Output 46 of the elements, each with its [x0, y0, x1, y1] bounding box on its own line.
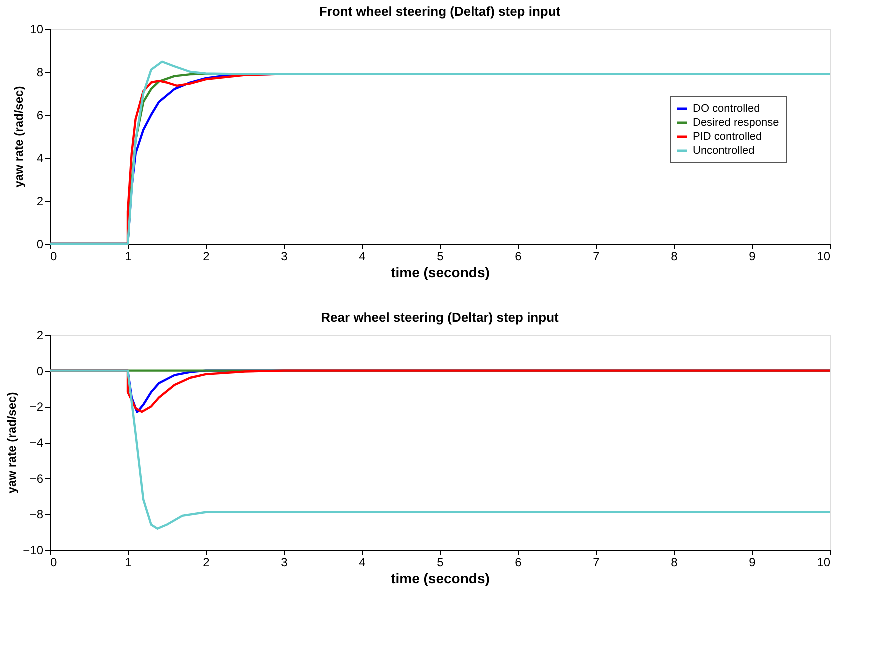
- x-tick-label: 0: [50, 556, 58, 570]
- x-tick-label: 10: [817, 250, 831, 264]
- y-tick-label: 4: [36, 152, 44, 166]
- x-tick-label: 3: [281, 556, 288, 570]
- legend-label: PID controlled: [693, 131, 762, 143]
- chart-title: Rear wheel steering (Deltar) step input: [321, 310, 560, 325]
- y-tick-label: 6: [36, 108, 44, 122]
- x-tick-label: 2: [203, 556, 210, 570]
- x-tick-label: 7: [593, 556, 600, 570]
- y-tick-label: 0: [36, 364, 44, 378]
- y-tick-label: −4: [30, 436, 44, 450]
- x-axis-title: time (seconds): [391, 570, 490, 586]
- y-axis-title: yaw rate (rad/sec): [5, 392, 20, 494]
- x-tick-label: 4: [359, 556, 366, 570]
- x-tick-label: 3: [281, 250, 288, 264]
- x-tick-label: 8: [671, 556, 678, 570]
- x-tick-label: 5: [437, 250, 444, 264]
- x-tick-label: 6: [515, 556, 522, 570]
- x-tick-label: 8: [671, 250, 678, 264]
- y-tick-label: 8: [36, 66, 44, 80]
- chart-title: Front wheel steering (Deltaf) step input: [319, 4, 562, 19]
- y-tick-label: −10: [23, 544, 44, 558]
- x-tick-label: 4: [359, 250, 366, 264]
- x-tick-label: 0: [50, 250, 58, 264]
- x-tick-label: 7: [593, 250, 600, 264]
- x-tick-label: 9: [749, 250, 756, 264]
- y-tick-label: 10: [30, 22, 44, 36]
- x-tick-label: 1: [125, 250, 132, 264]
- x-tick-label: 10: [817, 556, 831, 570]
- x-axis-title: time (seconds): [391, 264, 490, 280]
- x-tick-label: 5: [437, 556, 444, 570]
- line-series: [48, 370, 832, 530]
- legend-label: DO controlled: [693, 103, 760, 115]
- y-tick-label: 2: [36, 194, 44, 208]
- y-tick-label: −2: [30, 400, 44, 414]
- y-tick-label: 0: [36, 238, 44, 252]
- y-axis-title: yaw rate (rad/sec): [12, 86, 26, 188]
- legend-label: Desired response: [693, 117, 780, 129]
- x-tick-label: 2: [203, 250, 210, 264]
- x-tick-label: 9: [749, 556, 756, 570]
- y-tick-label: 2: [36, 328, 44, 342]
- y-tick-label: −8: [30, 508, 44, 522]
- legend-label: Uncontrolled: [693, 145, 755, 157]
- y-tick-label: −6: [30, 472, 44, 486]
- x-tick-label: 1: [125, 556, 132, 570]
- x-tick-label: 6: [515, 250, 522, 264]
